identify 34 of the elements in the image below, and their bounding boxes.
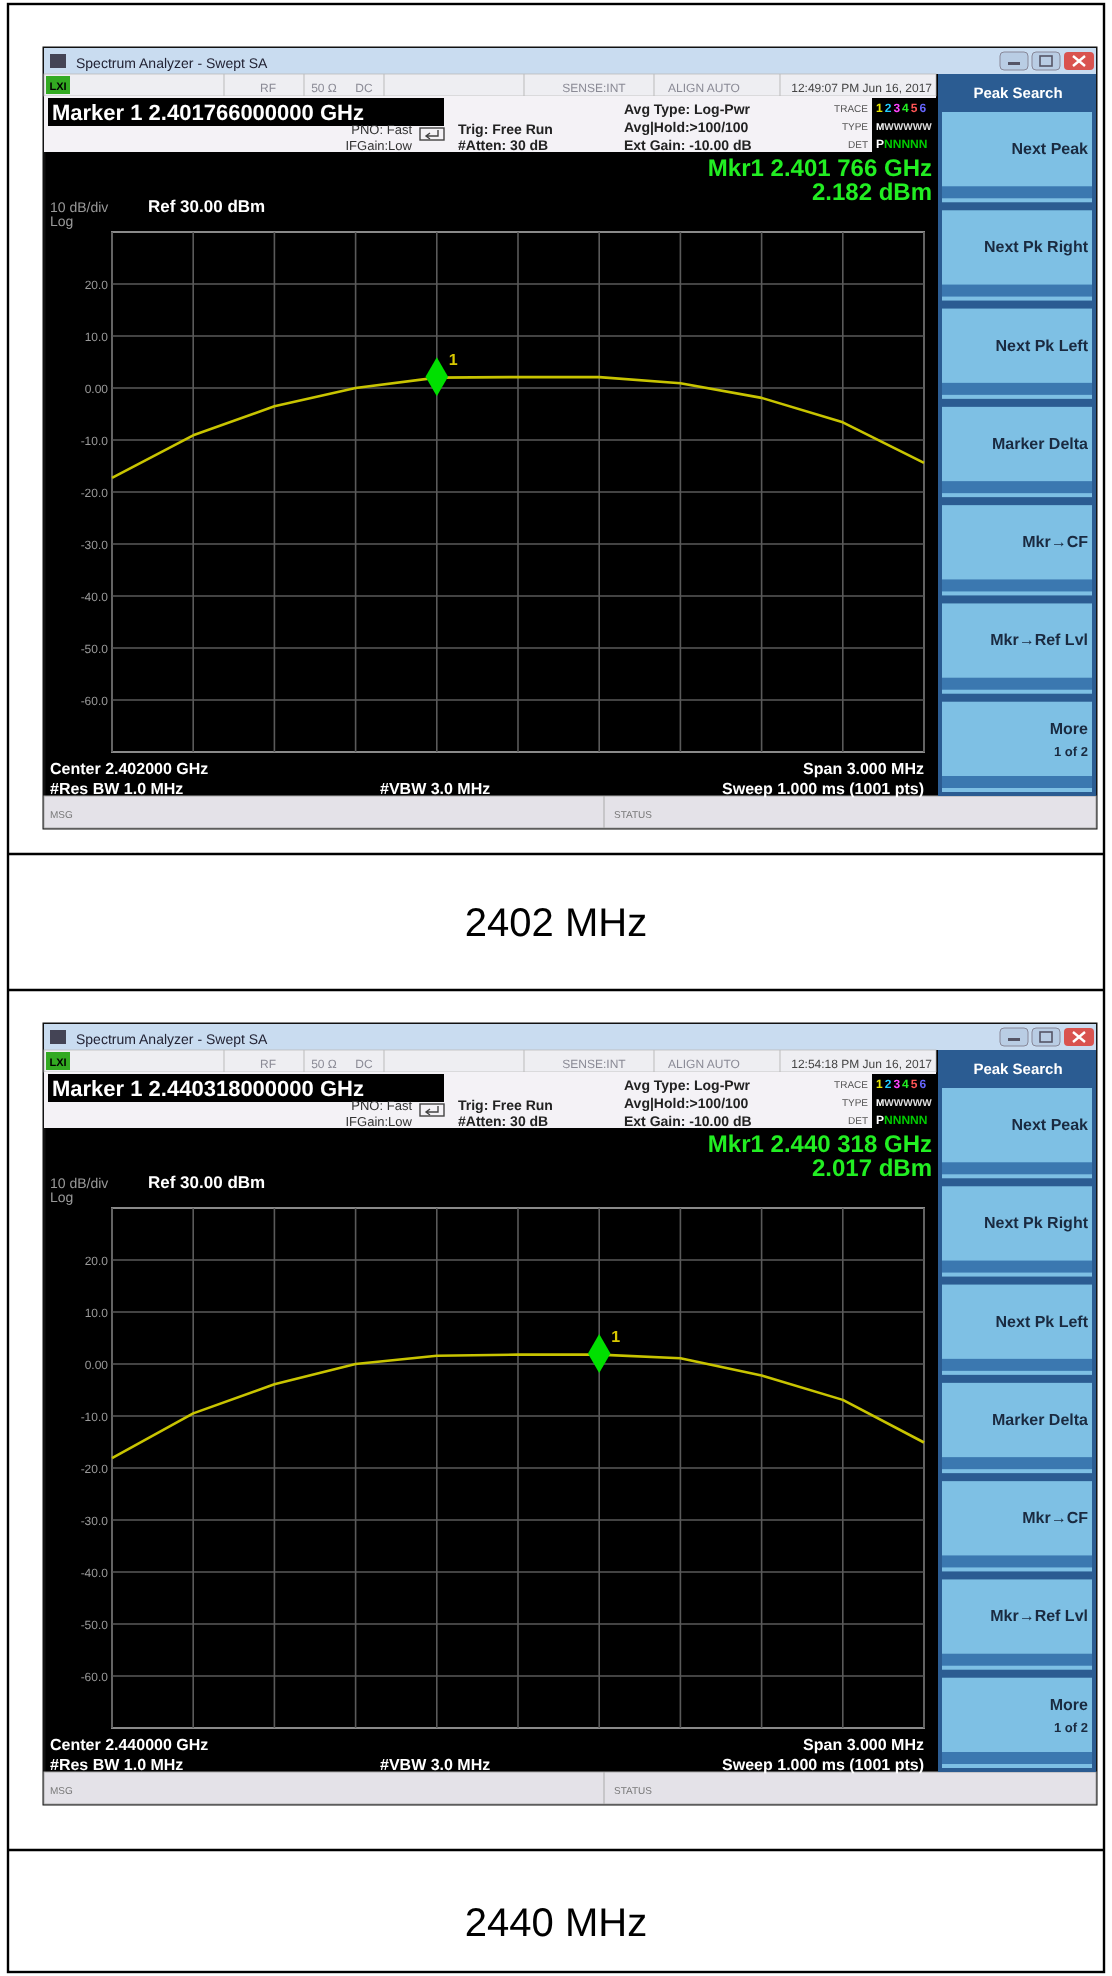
text: Marker 1 2.401766000000 GHz	[52, 102, 365, 126]
softkey-button: Next Pk Right	[942, 210, 1092, 301]
text: Span 3.000 MHz	[803, 760, 924, 778]
text: Mkr1 2.401 766 GHz	[707, 154, 932, 182]
softkey-button: Mkr→CF	[942, 1481, 1092, 1572]
text: 2402 MHz	[464, 902, 648, 946]
series-label: 1	[611, 1327, 622, 1346]
text: Ref 30.00 dBm	[148, 196, 267, 216]
text: Ref 30.00 dBm	[148, 1172, 267, 1192]
text: #VBW 3.0 MHz	[380, 780, 491, 798]
text: 2.182 dBm	[811, 178, 932, 206]
softkey-button: Marker Delta	[942, 406, 1092, 498]
text: #VBW 3.0 MHz	[380, 1756, 491, 1774]
softkey-button: Next Pk Left	[942, 1284, 1092, 1375]
softkey-button: Marker Delta	[942, 1382, 1092, 1474]
text: Sweep 1.000 ms (1001 pts)	[722, 780, 925, 798]
text: Sweep 1.000 ms (1001 pts)	[722, 1756, 925, 1774]
softkey-button: Next Pk Right	[942, 1186, 1092, 1277]
text: Center 2.440000 GHz	[50, 1736, 209, 1754]
softkey-button: Next Peak	[942, 112, 1092, 203]
text: #Res BW 1.0 MHz	[50, 780, 184, 798]
softkey-button: Mkr→Ref Lvl	[942, 1579, 1092, 1670]
text: #Res BW 1.0 MHz	[50, 1756, 184, 1774]
text: Mkr1 2.440 318 GHz	[707, 1130, 932, 1158]
softkey-button: Mkr→CF	[942, 505, 1092, 596]
series-label: 1	[448, 350, 459, 369]
softkey-button: Mkr→Ref Lvl	[942, 603, 1092, 694]
text: 2.017 dBm	[811, 1154, 932, 1182]
text: Marker 1 2.440318000000 GHz	[52, 1078, 365, 1102]
softkey-button: Next Peak	[942, 1088, 1092, 1179]
text: Center 2.402000 GHz	[50, 760, 209, 778]
text: 2440 MHz	[464, 1902, 648, 1946]
text: Span 3.000 MHz	[803, 1736, 924, 1754]
softkey-button: Next Pk Left	[942, 308, 1092, 399]
